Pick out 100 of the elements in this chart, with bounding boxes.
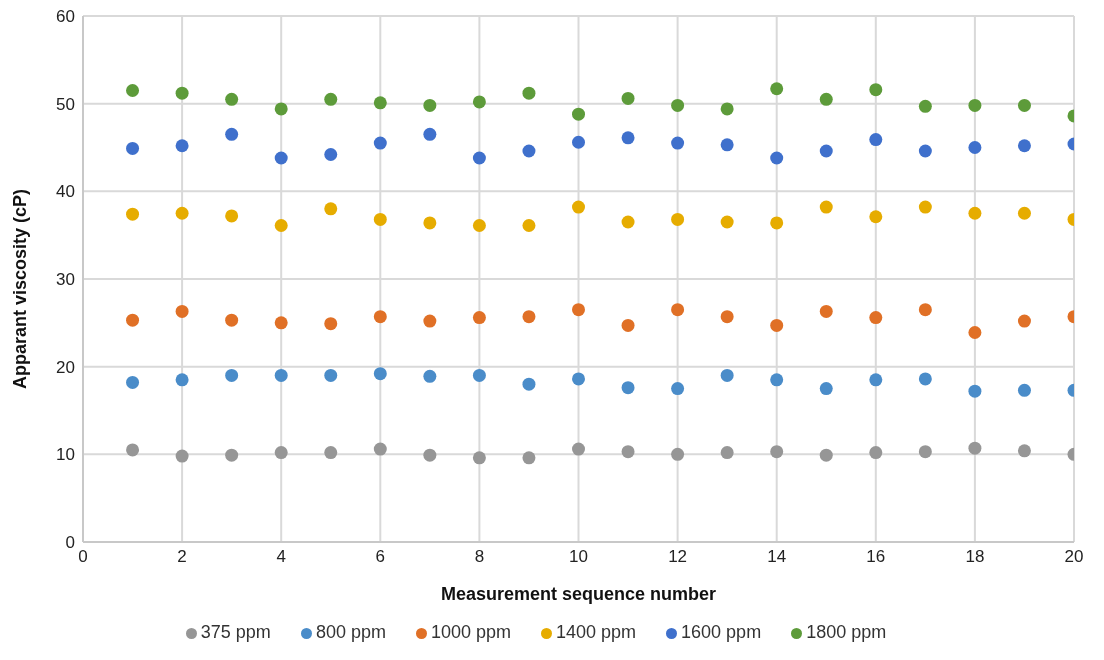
point [918, 303, 932, 317]
point [572, 303, 585, 317]
x-tick-label: 10 [569, 547, 588, 567]
point [770, 216, 784, 230]
point [324, 148, 338, 162]
point [968, 98, 982, 112]
point [671, 98, 685, 112]
point [472, 368, 486, 382]
point [126, 313, 140, 327]
point [720, 446, 734, 460]
point [1017, 139, 1031, 153]
legend-label: 1600 ppm [681, 622, 762, 642]
point [720, 138, 734, 152]
point [126, 141, 140, 155]
point [274, 446, 288, 460]
point [373, 442, 387, 456]
point [423, 314, 437, 328]
x-tick-label: 18 [965, 547, 985, 567]
y-axis-title: Apparant viscosity (cP) [10, 188, 31, 389]
point [819, 448, 833, 462]
point [324, 368, 338, 382]
point [572, 372, 585, 386]
point [175, 373, 189, 387]
point [968, 441, 982, 455]
point [621, 445, 635, 459]
point [819, 200, 833, 214]
point [175, 304, 189, 318]
point [968, 206, 982, 220]
point [918, 200, 932, 214]
point [324, 446, 338, 460]
point [770, 82, 784, 96]
point [819, 92, 833, 106]
point [671, 447, 685, 461]
point [1017, 98, 1031, 112]
point [175, 86, 189, 100]
point [918, 445, 932, 459]
point [423, 216, 437, 230]
y-tick-label: 60 [56, 7, 75, 27]
point [720, 310, 734, 324]
point [274, 151, 288, 165]
x-tick-label: 0 [78, 547, 88, 567]
point [572, 135, 585, 149]
point [918, 372, 932, 386]
point [522, 310, 536, 324]
point [621, 318, 635, 332]
legend-label: 1800 ppm [806, 622, 887, 642]
x-axis-title: Measurement sequence number [440, 584, 717, 604]
x-tick-label: 16 [866, 547, 886, 567]
point [621, 381, 635, 395]
point [770, 318, 784, 332]
point [720, 102, 734, 116]
point [572, 442, 585, 456]
point [522, 219, 536, 233]
point [472, 451, 486, 465]
point [869, 446, 883, 460]
point [572, 200, 585, 214]
point [472, 311, 486, 325]
point [819, 304, 833, 318]
x-tick-label: 12 [668, 547, 688, 567]
point [126, 207, 140, 221]
point [869, 83, 883, 97]
point [770, 445, 784, 459]
point [671, 212, 685, 226]
point [225, 127, 239, 141]
legend-label: 1000 ppm [430, 622, 511, 642]
y-tick-label: 0 [65, 533, 75, 553]
point [869, 311, 883, 325]
point [126, 84, 140, 98]
x-tick-label: 6 [375, 547, 386, 567]
point [968, 141, 982, 154]
point [671, 382, 685, 396]
point [918, 144, 932, 158]
point [175, 139, 189, 153]
point [1017, 314, 1031, 328]
y-tick-label: 10 [56, 445, 75, 465]
point [373, 96, 387, 110]
point [720, 215, 734, 229]
legend-label: 800 ppm [315, 622, 386, 642]
point [522, 144, 536, 158]
point [324, 202, 338, 216]
point [671, 136, 685, 150]
point [770, 373, 784, 387]
point [274, 316, 288, 330]
point [968, 384, 982, 398]
point [423, 448, 437, 462]
point [522, 86, 536, 100]
point [968, 325, 982, 339]
point [572, 107, 585, 121]
point [1017, 383, 1031, 397]
point [373, 136, 387, 150]
point [819, 144, 833, 158]
x-tick-label: 20 [1064, 547, 1084, 567]
point [621, 91, 635, 105]
x-tick-label: 8 [474, 547, 485, 567]
point [423, 127, 437, 141]
point [225, 313, 239, 327]
x-tick-label: 14 [767, 547, 787, 567]
point [720, 368, 734, 382]
point [472, 95, 486, 109]
point [274, 219, 288, 233]
